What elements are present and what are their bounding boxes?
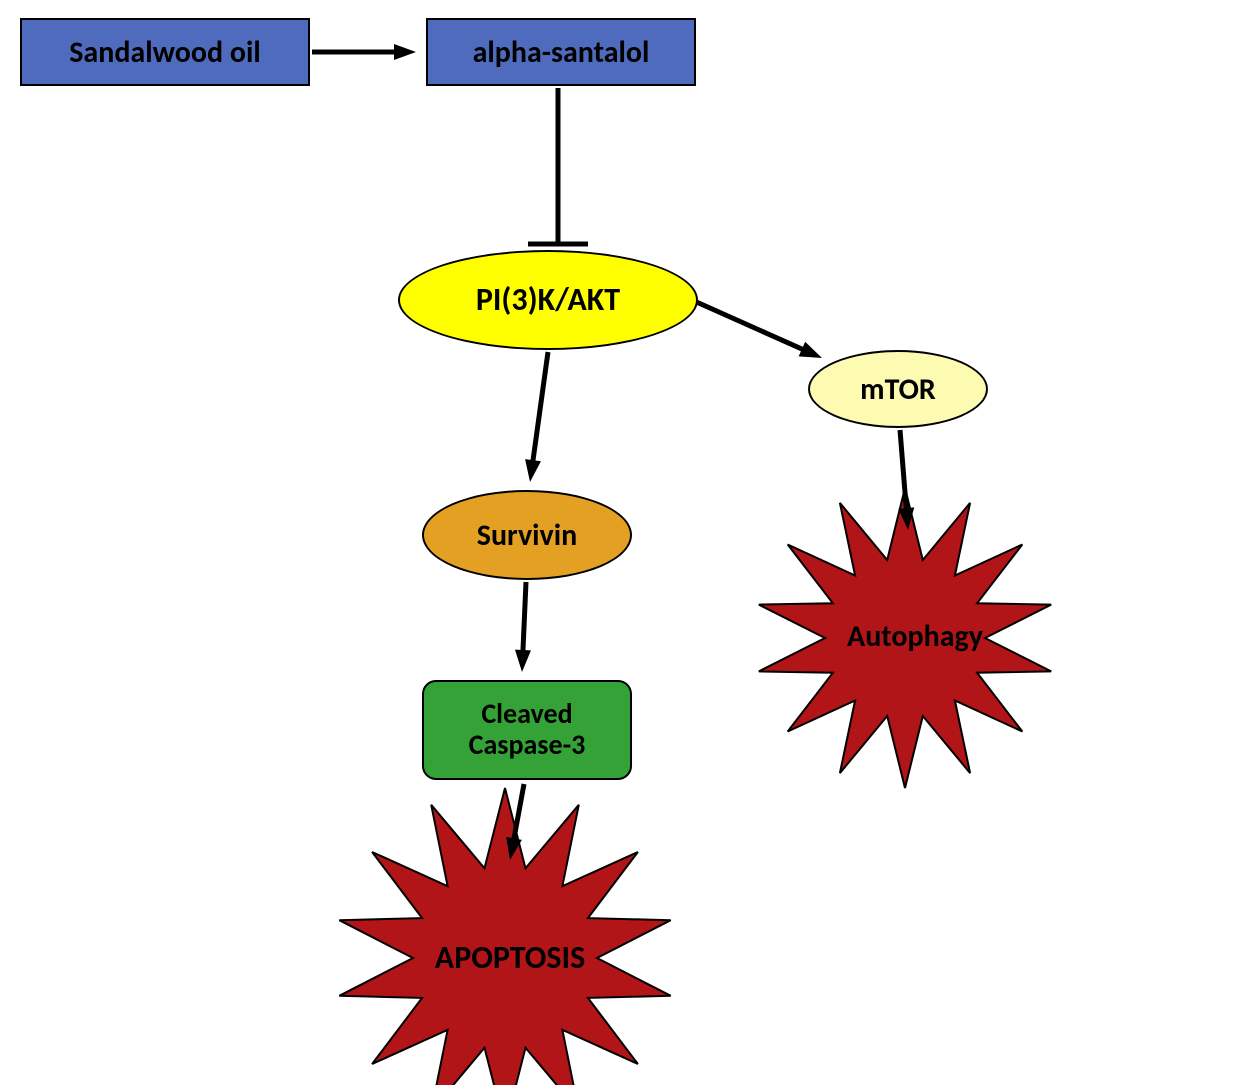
node-cleaved-caspase-3: Cleaved Caspase-3: [422, 680, 632, 780]
node-sandalwood-oil: Sandalwood oil: [20, 18, 310, 86]
edge-2-arrow: [525, 352, 548, 482]
edge-3-arrow: [692, 300, 822, 358]
node-survivin: Survivin: [422, 490, 632, 580]
label-sandalwood-oil: Sandalwood oil: [69, 36, 260, 69]
label-survivin: Survivin: [477, 519, 577, 552]
label-pi3k-akt: PI(3)K/AKT: [476, 282, 620, 317]
label-cleaved-caspase-3: Cleaved Caspase-3: [469, 699, 586, 761]
node-alpha-santalol: alpha-santalol: [426, 18, 696, 86]
node-mtor: mTOR: [808, 350, 988, 428]
starburst-apoptosis: [339, 788, 670, 1085]
label-alpha-santalol: alpha-santalol: [473, 36, 650, 69]
edge-1-inhibit: [528, 88, 588, 244]
diagram-canvas: Sandalwood oil alpha-santalol PI(3)K/AKT…: [0, 0, 1248, 1085]
edge-5-arrow: [515, 582, 531, 672]
label-mtor: mTOR: [860, 373, 936, 406]
starburst-autophagy: [759, 488, 1051, 788]
node-pi3k-akt: PI(3)K/AKT: [398, 250, 698, 350]
edge-0-arrow: [312, 44, 416, 60]
